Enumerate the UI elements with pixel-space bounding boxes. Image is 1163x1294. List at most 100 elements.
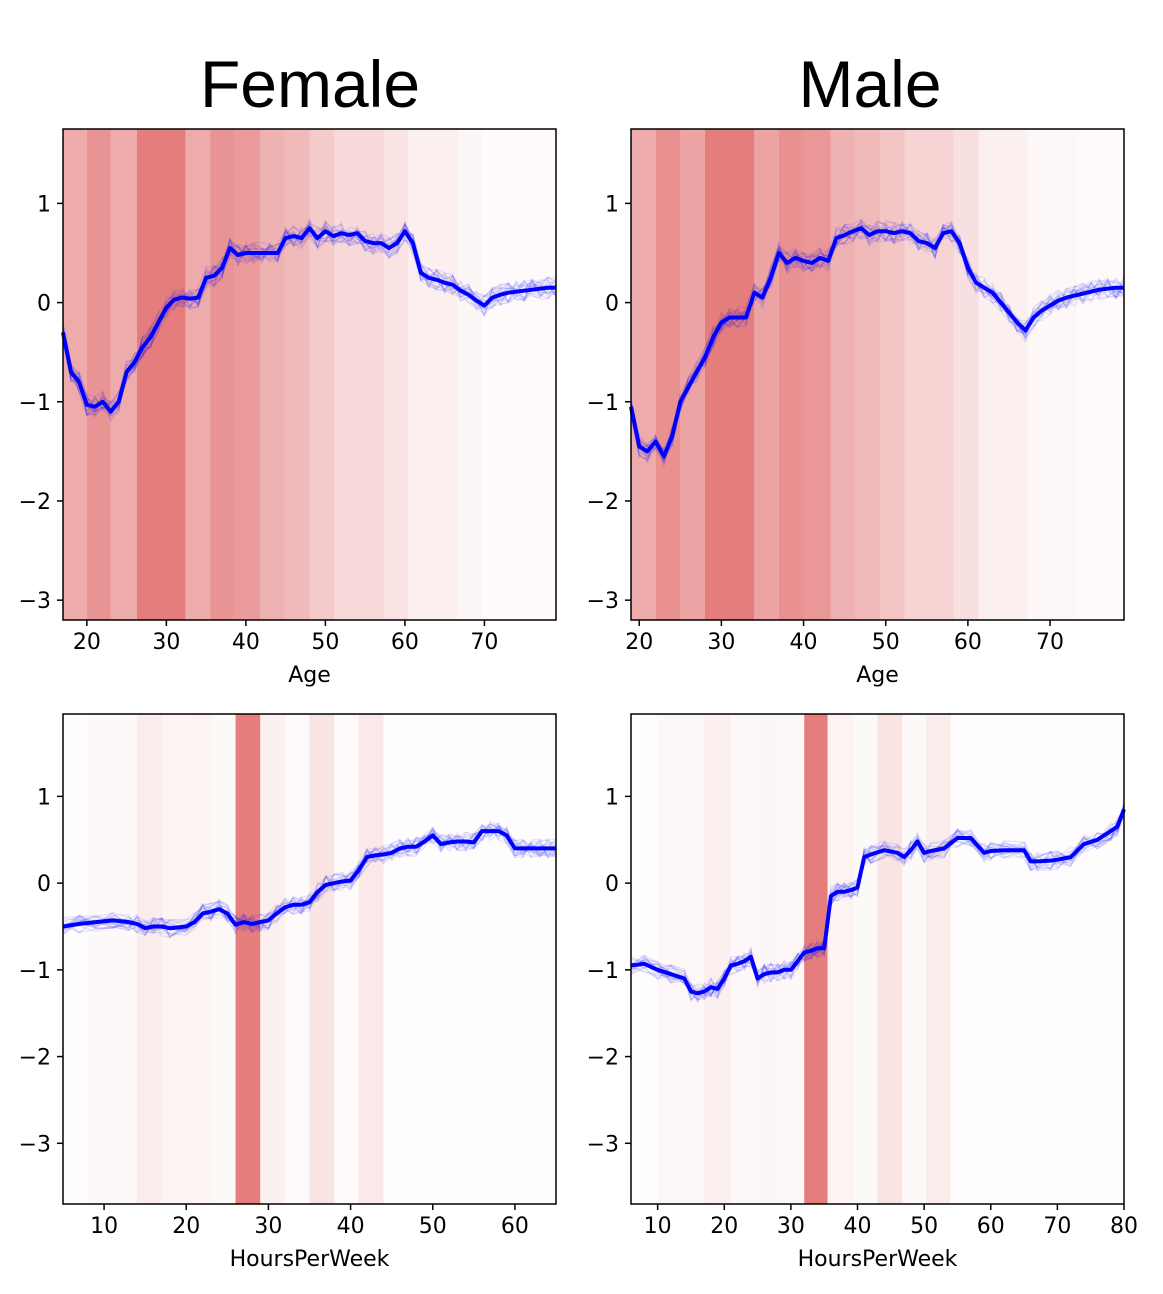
sample-curve (62, 222, 557, 417)
density-band (978, 129, 1028, 620)
density-band (186, 714, 211, 1204)
x-tick-label: 10 (644, 1214, 672, 1239)
density-band (161, 714, 187, 1204)
sample-curve (630, 222, 1125, 460)
y-tick-label: 0 (37, 292, 51, 317)
density-band (757, 714, 778, 1204)
density-band (136, 129, 186, 620)
sample-curve (630, 802, 1125, 999)
x-tick-label: 40 (232, 630, 260, 655)
y-tick-label: 0 (605, 292, 619, 317)
density-band (334, 714, 359, 1204)
x-axis-label: HoursPerWeek (798, 1247, 958, 1272)
density-band (704, 714, 731, 1204)
y-axis: 1 0 −1 −2 −3 (19, 785, 63, 1157)
column-title-male: Male (798, 47, 941, 121)
sample-curve (62, 218, 557, 407)
density-band (185, 129, 211, 620)
density-bands (63, 129, 556, 620)
x-tick-label: 50 (872, 630, 900, 655)
density-band (855, 129, 880, 620)
panel-male-age: 20 30 40 50 60 70 1 0 −1 −2 −3 Age (587, 128, 1125, 688)
density-band (1027, 129, 1078, 620)
x-tick-label: 50 (419, 1214, 447, 1239)
density-band (110, 129, 137, 620)
sample-curve (62, 223, 557, 416)
density-band (482, 129, 556, 620)
plot-frame (62, 713, 557, 1205)
panel-female-age: 20 30 40 50 60 70 1 0 −1 −2 −3 Age (19, 128, 557, 688)
sample-curve (630, 219, 1125, 461)
density-band (854, 714, 878, 1204)
x-axis: 20 30 40 50 60 70 (625, 620, 1064, 655)
y-tick-label: −2 (587, 490, 619, 515)
y-tick-label: −1 (587, 391, 619, 416)
density-band (63, 714, 88, 1204)
sample-curve (630, 221, 1125, 469)
x-tick-label: 60 (391, 630, 419, 655)
x-tick-label: 40 (337, 1214, 365, 1239)
mean-curve (61, 226, 556, 414)
x-tick-label: 70 (1043, 1214, 1071, 1239)
density-band (408, 129, 458, 620)
x-tick-label: 40 (844, 1214, 872, 1239)
sample-curve (630, 222, 1125, 461)
x-tick-label: 10 (90, 1214, 118, 1239)
plot-frame (62, 128, 557, 621)
density-band (235, 714, 261, 1204)
y-tick-label: −1 (19, 391, 51, 416)
x-tick-label: 60 (954, 630, 982, 655)
y-tick-label: −3 (19, 1132, 51, 1157)
y-axis: 1 0 −1 −2 −3 (587, 785, 631, 1157)
density-band (879, 129, 905, 620)
plot-frame (630, 713, 1125, 1205)
sample-curve (62, 221, 557, 416)
sample-curve (62, 824, 557, 937)
sample-curve (630, 224, 1125, 460)
sample-curve (630, 218, 1125, 464)
y-tick-label: 1 (605, 192, 619, 217)
y-tick-label: 0 (37, 872, 51, 897)
density-band (284, 129, 310, 620)
panel-female-hours: 10 20 30 40 50 60 10−1−2−3 HoursPerWeek (19, 713, 557, 1272)
y-tick-label: −2 (587, 1046, 619, 1071)
x-tick-label: 30 (777, 1214, 805, 1239)
density-band (631, 129, 656, 620)
x-axis: 10 20 30 40 50 60 (90, 1204, 529, 1239)
mean-curve (62, 829, 556, 931)
density-band (827, 714, 855, 1204)
density-band (86, 129, 111, 620)
x-tick-label: 20 (710, 1214, 738, 1239)
density-band (655, 129, 681, 620)
x-tick-label: 80 (1110, 1214, 1138, 1239)
plot-frame (630, 128, 1125, 621)
y-tick-label: −1 (587, 959, 619, 984)
sample-curve (630, 816, 1125, 1002)
density-band (234, 129, 261, 620)
density-band (680, 129, 705, 620)
x-axis-label: HoursPerWeek (230, 1247, 390, 1272)
column-title-female: Female (200, 47, 420, 121)
y-axis: 1 0 −1 −2 −3 (587, 192, 631, 614)
density-bands (63, 714, 556, 1204)
x-tick-label: 40 (790, 630, 818, 655)
density-band (804, 714, 828, 1204)
mean-curve (630, 808, 1126, 996)
density-band (136, 714, 162, 1204)
density-band (383, 714, 556, 1204)
density-band (260, 714, 285, 1204)
x-tick-label: 20 (73, 630, 101, 655)
sample-curve (630, 805, 1125, 1001)
y-tick-label: −2 (19, 1046, 51, 1071)
y-axis: 1 0 −1 −2 −3 (19, 192, 63, 614)
sample-curve (630, 220, 1125, 464)
sample-curve (62, 828, 557, 937)
sample-curve (630, 218, 1125, 457)
sample-curve (62, 222, 557, 417)
density-band (309, 129, 335, 620)
density-band (778, 129, 804, 620)
y-tick-label: −3 (19, 589, 51, 614)
y-tick-label: 1 (605, 785, 619, 810)
density-band (285, 714, 310, 1204)
x-tick-label: 70 (1036, 630, 1064, 655)
